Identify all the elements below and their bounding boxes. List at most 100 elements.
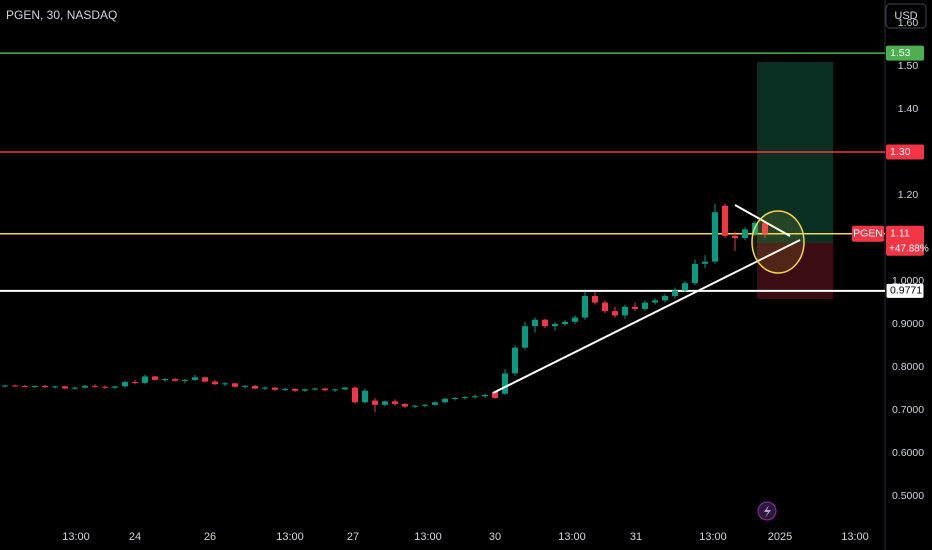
candle-body	[582, 296, 588, 318]
chart-title: PGEN, 30, NASDAQ	[6, 8, 117, 22]
candle-body	[662, 296, 668, 301]
trend-line	[492, 239, 801, 394]
candle-body	[762, 222, 768, 234]
candle-body	[642, 302, 648, 309]
candle-body	[472, 396, 478, 398]
x-tick-label: 13:00	[558, 531, 586, 543]
candle-body	[32, 385, 38, 387]
x-tick-label: 2025	[768, 531, 792, 543]
y-tick-label: 0.7000	[892, 404, 924, 416]
candle-body	[702, 261, 708, 264]
candle-body	[92, 385, 98, 387]
candle-body	[742, 229, 748, 239]
x-tick-label: 31	[630, 531, 642, 543]
price-badge-label: 0.9771	[890, 285, 922, 297]
candle-body	[692, 263, 698, 284]
candle-body	[42, 385, 48, 388]
candle-body	[672, 290, 678, 297]
candle-body	[482, 394, 488, 397]
candle-body	[542, 319, 548, 327]
candle-body	[2, 385, 8, 387]
candle-body	[602, 302, 608, 312]
candle-body	[232, 383, 238, 387]
y-tick-label: 1.0000	[892, 275, 924, 287]
candle-body	[312, 388, 318, 390]
candle-body	[202, 377, 208, 382]
candle-body	[212, 381, 218, 385]
candle-body	[562, 321, 568, 324]
x-tick-label: 13:00	[841, 531, 869, 543]
price-badge-label: 1.53	[890, 47, 911, 59]
candle-body	[722, 205, 728, 236]
candle-body	[322, 388, 328, 391]
x-tick-label: 13:00	[414, 531, 442, 543]
candle-body	[222, 383, 228, 385]
candle-body	[732, 235, 738, 239]
y-tick-label: 1.20	[898, 189, 919, 201]
candle-body	[52, 386, 58, 388]
symbol-badge	[852, 225, 884, 242]
x-tick-label: 13:00	[276, 531, 304, 543]
candle-body	[652, 300, 658, 303]
y-tick-label: 0.5000	[892, 490, 924, 502]
price-badge	[886, 45, 924, 61]
candle-body	[392, 401, 398, 404]
candle-body	[242, 385, 248, 387]
candle-body	[352, 387, 358, 403]
candle-body	[422, 404, 428, 406]
candle-body	[452, 397, 458, 399]
price-badge-label: 1.30	[890, 146, 911, 158]
currency-button[interactable]	[885, 3, 927, 29]
candle-body	[62, 386, 68, 389]
y-tick-label: 1.40	[898, 103, 919, 115]
candle-body	[402, 403, 408, 407]
candle-body	[152, 376, 158, 380]
levels: 1.53 1.30 1.11 0.9771 PGEN +47.88%	[0, 45, 929, 299]
candle-body	[432, 402, 438, 405]
candle-body	[372, 400, 378, 405]
candle-body	[172, 379, 178, 381]
candle-body	[142, 376, 148, 383]
candle-body	[252, 385, 258, 389]
price-badge	[885, 282, 925, 299]
candle-body	[382, 401, 388, 405]
candle-body	[632, 306, 638, 309]
y-tick-label: 1.50	[898, 60, 919, 72]
candle-body	[442, 398, 448, 403]
candle-body	[362, 390, 368, 403]
y-tick-label: 1.60	[898, 17, 919, 29]
candle-body	[292, 388, 298, 391]
candle-body	[612, 311, 618, 316]
candle-body	[132, 382, 138, 384]
candle-body	[162, 379, 168, 381]
candle-body	[512, 347, 518, 374]
x-tick-label: 27	[347, 531, 359, 543]
candle-body	[182, 379, 188, 381]
trend-line	[734, 204, 791, 237]
candle-body	[102, 386, 108, 388]
candle-body	[492, 391, 498, 398]
candle-body	[412, 405, 418, 407]
candle-body	[72, 387, 78, 389]
candle-body	[572, 317, 578, 322]
candle-body	[302, 389, 308, 391]
candle-body	[192, 377, 198, 380]
x-tick-label: 30	[489, 531, 501, 543]
x-tick-label: 26	[204, 531, 216, 543]
candle-body	[282, 388, 288, 390]
currency-label: USD	[894, 10, 917, 22]
candle-body	[552, 323, 558, 327]
candle-body	[22, 385, 28, 387]
candle-body	[342, 387, 348, 390]
candle-body	[122, 382, 128, 387]
candle-body	[502, 373, 508, 394]
x-tick-label: 13:00	[62, 531, 90, 543]
candle-body	[82, 385, 88, 388]
x-tick-label: 24	[129, 531, 141, 543]
event-bolt	[764, 505, 771, 518]
candle-body	[272, 387, 278, 390]
candle-body	[522, 326, 528, 348]
symbol-label: PGEN	[853, 227, 883, 239]
candle-body	[592, 296, 598, 303]
highlight-circle	[751, 210, 805, 274]
